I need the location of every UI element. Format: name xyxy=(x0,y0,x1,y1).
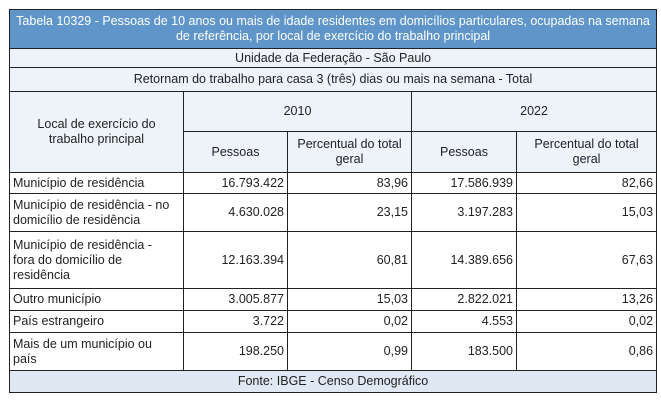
cell: 3.197.283 xyxy=(411,193,517,232)
percentual-2010-header: Percentual do total geral xyxy=(287,131,412,173)
cell: 3.722 xyxy=(183,310,288,333)
table-title: Tabela 10329 - Pessoas de 10 anos ou mai… xyxy=(8,9,658,49)
table-row: País estrangeiro 3.722 0,02 4.553 0,02 xyxy=(9,310,658,333)
pessoas-2010-header: Pessoas xyxy=(183,131,288,173)
percentual-2022-header: Percentual do total geral xyxy=(515,131,658,173)
cell: 183.500 xyxy=(411,332,517,371)
cell: 17.586.939 xyxy=(411,172,517,194)
cell: 67,63 xyxy=(515,231,658,289)
cell: 198.250 xyxy=(183,332,288,371)
year-2010-header: 2010 xyxy=(183,91,412,132)
cell: 3.005.877 xyxy=(183,288,288,311)
cell: 12.163.394 xyxy=(183,231,288,289)
cell: 0,86 xyxy=(515,332,658,371)
cell: 15,03 xyxy=(515,193,658,232)
cell: 82,66 xyxy=(515,172,658,194)
table-row: Município de residência - no domicílio d… xyxy=(9,193,658,232)
filter-label: Retornam do trabalho para casa 3 (três) … xyxy=(8,67,658,92)
cell: 60,81 xyxy=(287,231,412,289)
cell: 4.553 xyxy=(411,310,517,333)
cell: 13,26 xyxy=(515,288,658,311)
year-2022-header: 2022 xyxy=(410,91,658,132)
unidade-label: Unidade da Federação - São Paulo xyxy=(8,48,658,68)
row-label: Município de residência - no domicílio d… xyxy=(9,193,184,232)
cell: 0,02 xyxy=(287,310,412,333)
cell: 83,96 xyxy=(287,172,412,194)
row-label: Outro município xyxy=(9,288,184,311)
cell: 2.822.021 xyxy=(411,288,517,311)
table-row: Município de residência - fora do domicí… xyxy=(9,231,658,289)
table-row: Outro município 3.005.877 15,03 2.822.021 13… xyxy=(9,288,658,311)
cell: 4.630.028 xyxy=(183,193,288,232)
row-label: Município de residência - fora do domicí… xyxy=(9,231,184,289)
pessoas-2022-header: Pessoas xyxy=(411,131,517,173)
row-label: País estrangeiro xyxy=(9,310,184,333)
table-row: Município de residência 16.793.422 83,96 17… xyxy=(9,172,658,194)
row-label-header: Local de exercício do trabalho principal xyxy=(9,91,184,173)
table-row: Mais de um município ou país 198.250 0,99 1… xyxy=(9,332,658,371)
row-label: Mais de um município ou país xyxy=(9,332,184,371)
cell: 15,03 xyxy=(287,288,412,311)
cell: 16.793.422 xyxy=(183,172,288,194)
cell: 23,15 xyxy=(287,193,412,232)
row-label: Município de residência xyxy=(9,172,184,194)
cell: 0,02 xyxy=(515,310,658,333)
data-table: Tabela 10329 - Pessoas de 10 anos ou mai… xyxy=(8,9,658,393)
source-note: Fonte: IBGE - Censo Demográfico xyxy=(8,370,658,393)
cell: 0,99 xyxy=(287,332,412,371)
cell: 14.389.656 xyxy=(411,231,517,289)
